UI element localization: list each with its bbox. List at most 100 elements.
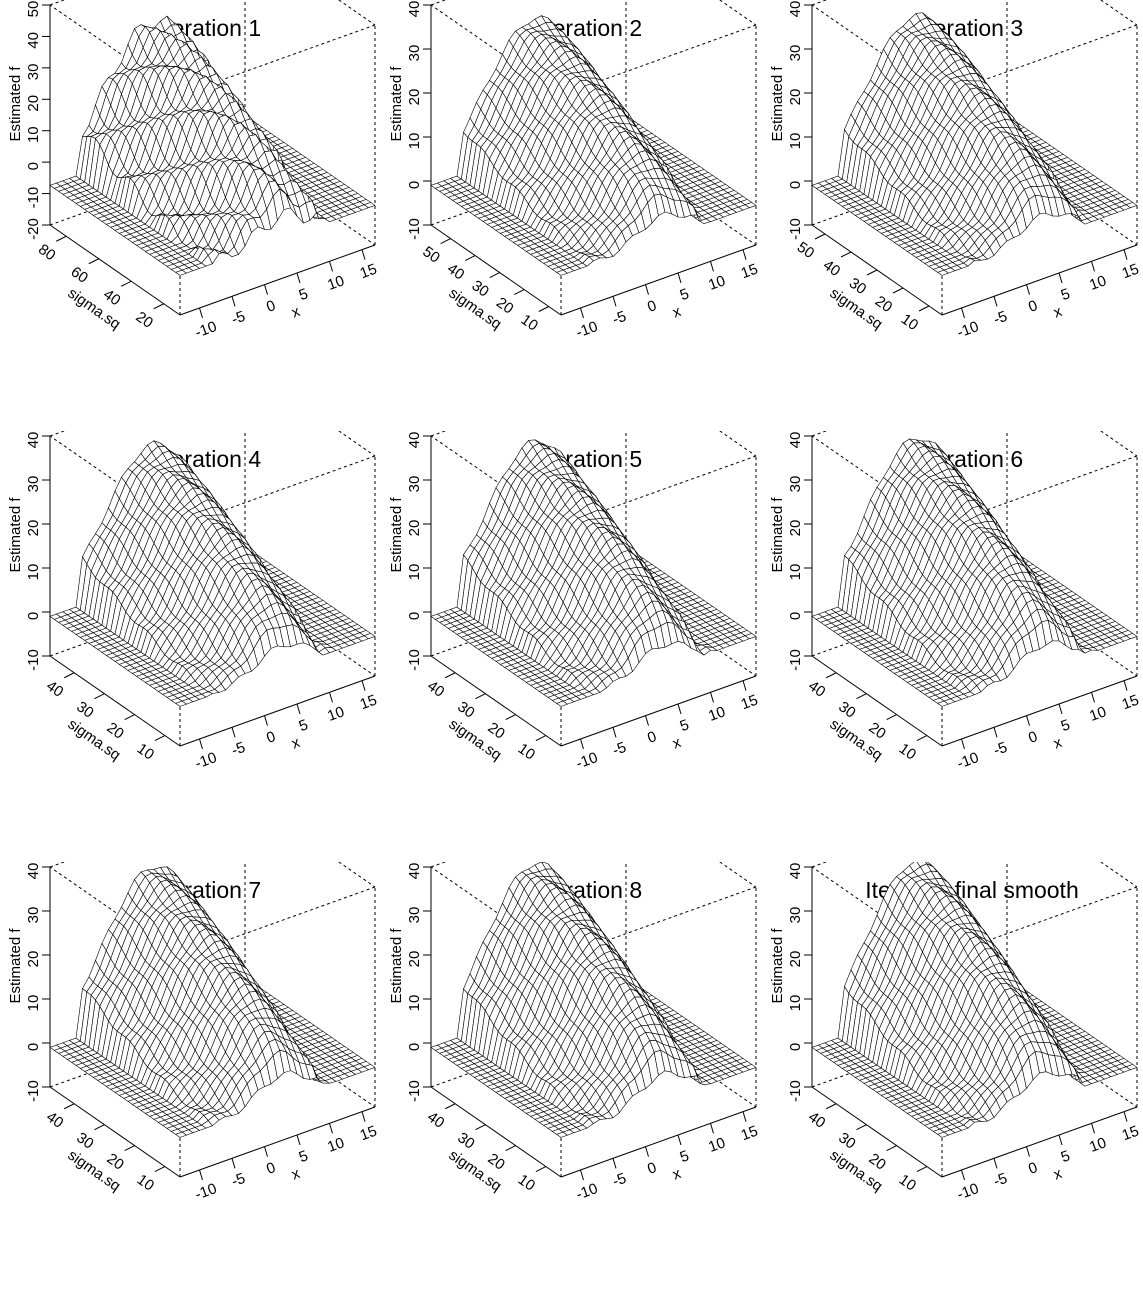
z-tick-label: -10 [25, 187, 42, 209]
box-edge [719, 431, 757, 457]
y-tick-label: 10 [518, 311, 541, 334]
y-tick-label: 20 [485, 719, 508, 742]
surface-mesh [811, 12, 1138, 276]
y-tick [513, 289, 525, 295]
surface-plot-svg: Iteration 6-10 -5051015x10203040sigma.sq-… [769, 431, 1141, 772]
box-edge [49, 431, 66, 437]
x-tick [296, 272, 301, 284]
surface-plot-svg: Iteration 4-10 -5051015x10203040sigma.sq-… [7, 431, 379, 772]
x-tick [1091, 261, 1095, 272]
surface-plot-svg: Iteration 3-10 -5051015x1020304050sigma.s… [769, 0, 1141, 341]
x-tick-label: 10 [325, 272, 346, 294]
z-tick-label: -10 [787, 218, 804, 240]
axis-line [179, 675, 376, 747]
surface-mesh [430, 15, 757, 276]
axis-line [560, 244, 757, 316]
x-tick-label: -5 [229, 308, 247, 329]
surface-plot-panel: Iteration 2 -10 -5 0 5 10 15 x 10 20 30 40 50 sigma.s… [381, 0, 762, 431]
z-tick-label: 30 [406, 45, 423, 62]
z-tick-label: 10 [787, 133, 804, 150]
surface-mesh [811, 438, 1138, 707]
z-tick-label: 10 [406, 564, 423, 581]
y-tick-label: 50 [419, 243, 442, 266]
y-tick [121, 280, 132, 287]
box-edge [560, 455, 757, 527]
x-tick [329, 261, 333, 272]
x-tick-label: -10 [193, 749, 219, 772]
x-tick [580, 307, 584, 319]
y-tick [918, 305, 930, 312]
box-edge [338, 0, 376, 26]
box-edge [811, 431, 828, 437]
z-tick-label: 20 [787, 89, 804, 106]
x-tick-label: -5 [229, 739, 247, 760]
z-axis-label: Estimated f [7, 497, 24, 573]
x-axis-label: x [1051, 303, 1064, 322]
y-tick-label: 40 [43, 677, 66, 700]
surface-facet [744, 202, 757, 209]
x-tick [1058, 272, 1063, 284]
box-edge [49, 0, 66, 6]
axis-line [430, 224, 562, 316]
x-tick [580, 738, 584, 750]
x-tick-label: -5 [610, 308, 628, 329]
x-tick-label: 15 [358, 261, 379, 283]
y-tick [56, 235, 67, 242]
surface-facet [363, 202, 376, 209]
x-tick-label: 15 [1120, 261, 1141, 283]
x-tick-label: 0 [645, 728, 659, 747]
x-tick [710, 692, 714, 703]
axis-line [49, 655, 181, 747]
y-tick [814, 233, 826, 240]
axis-line [941, 244, 1138, 316]
x-tick-label: 15 [358, 692, 379, 714]
x-tick-label: 5 [678, 716, 692, 735]
x-tick [296, 703, 301, 715]
y-tick [124, 714, 135, 721]
box-edge [430, 431, 447, 437]
y-tick-label: 10 [898, 311, 921, 334]
x-tick-label: 15 [739, 261, 760, 283]
x-axis-label: x [670, 303, 683, 322]
z-tick-label: 0 [787, 181, 804, 189]
x-tick-label: 5 [297, 285, 311, 304]
y-tick-label: 40 [100, 286, 123, 309]
x-tick-label: 0 [264, 297, 278, 316]
y-tick-label: 40 [444, 260, 467, 283]
z-tick-label: 50 [25, 1, 42, 18]
y-tick [505, 714, 516, 721]
x-tick [645, 284, 649, 295]
z-tick-label: 10 [25, 564, 42, 581]
y-tick [63, 672, 75, 679]
z-axis-label: Estimated f [388, 497, 405, 573]
z-tick-label: 40 [406, 1, 423, 18]
z-axis-label: Estimated f [388, 66, 405, 142]
y-tick-label: 40 [424, 677, 447, 700]
z-axis-label: Estimated f [7, 66, 24, 142]
x-tick-label: 10 [325, 703, 346, 725]
box-edge [811, 0, 828, 6]
x-tick-label: 0 [1026, 297, 1040, 316]
z-tick-label: 40 [25, 32, 42, 49]
y-tick [440, 238, 451, 245]
y-tick [892, 287, 904, 294]
surface-facet [1125, 202, 1138, 209]
x-tick [961, 307, 965, 319]
z-tick-label: -10 [406, 218, 423, 240]
z-tick-label: 20 [406, 89, 423, 106]
z-tick-label: 10 [25, 126, 42, 143]
y-tick [88, 258, 99, 265]
box-edge [1100, 0, 1138, 26]
x-axis-label: x [289, 734, 302, 753]
x-tick-label: 0 [264, 728, 278, 747]
y-tick-label: 40 [820, 257, 843, 280]
y-tick-label: 30 [846, 275, 869, 298]
axis-line [560, 675, 757, 747]
x-tick [264, 284, 268, 295]
x-tick [264, 715, 268, 726]
x-tick [677, 272, 682, 284]
y-tick-label: 30 [73, 698, 96, 721]
y-tick-label: 30 [469, 277, 492, 300]
surface-plot-panel: Iteration 5 -10 -5 0 5 10 15 x 10 20 30 40 sigma.sq -… [381, 431, 762, 862]
y-tick-label: 20 [493, 294, 516, 317]
